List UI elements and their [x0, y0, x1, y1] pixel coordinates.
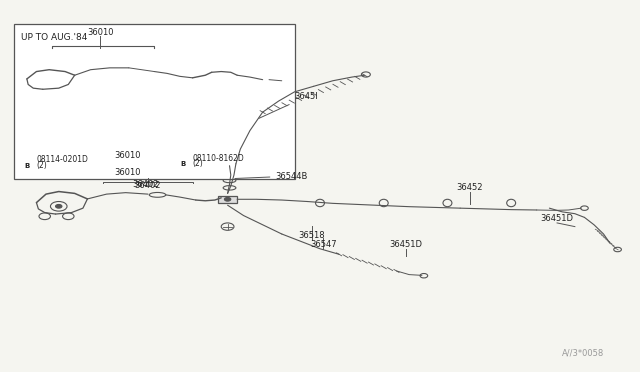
Text: 36452: 36452: [456, 183, 483, 192]
Text: 36010: 36010: [115, 151, 141, 160]
Text: 36547: 36547: [310, 240, 337, 249]
Text: 08114-0201D: 08114-0201D: [36, 155, 88, 164]
Text: 36010: 36010: [87, 28, 113, 36]
Bar: [14, 23, 294, 179]
Text: 36402: 36402: [132, 180, 159, 189]
Text: UP TO AUG.'84: UP TO AUG.'84: [20, 33, 87, 42]
Text: 08110-8162D: 08110-8162D: [193, 154, 244, 163]
Text: B: B: [24, 163, 29, 169]
Text: (2): (2): [36, 161, 47, 170]
Text: 36518: 36518: [298, 231, 325, 240]
Text: 36544B: 36544B: [235, 171, 308, 181]
Text: 36402: 36402: [134, 181, 161, 190]
Circle shape: [43, 81, 49, 84]
Circle shape: [225, 198, 231, 201]
Text: 3645I: 3645I: [259, 92, 318, 118]
Bar: [218, 196, 237, 203]
Text: 36451D: 36451D: [541, 214, 573, 223]
Text: 36010: 36010: [115, 168, 141, 177]
Text: B: B: [180, 161, 186, 167]
Text: (2): (2): [193, 160, 204, 169]
Circle shape: [56, 205, 62, 208]
Text: 36451D: 36451D: [390, 240, 422, 249]
Text: A//3*0058: A//3*0058: [562, 349, 604, 358]
